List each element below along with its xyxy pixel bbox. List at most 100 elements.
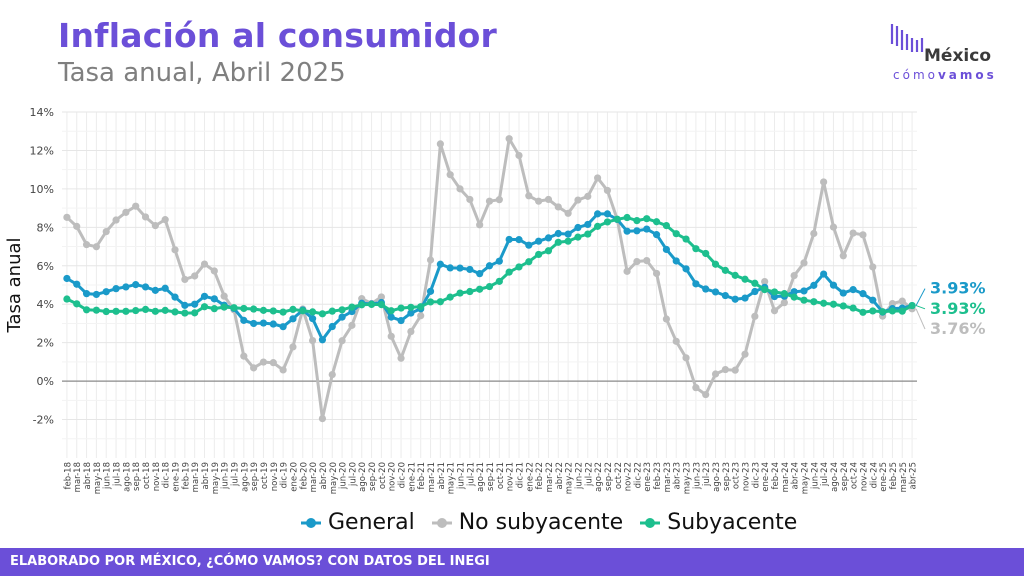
bars-logo-icon <box>890 24 924 52</box>
y-tick-label: -2% <box>33 414 54 427</box>
data-point-subyacente <box>141 305 150 314</box>
data-point-no-subyacente <box>328 370 336 379</box>
data-point-no-subyacente <box>761 277 769 286</box>
x-tick-label: sep-24 <box>840 462 850 491</box>
data-point-no-subyacente <box>711 370 720 378</box>
data-point-general <box>495 257 503 265</box>
data-point-general <box>289 315 297 323</box>
x-tick-label: abr-20 <box>319 462 329 489</box>
x-tick-label: abr-18 <box>83 462 93 489</box>
data-point-no-subyacente <box>829 223 838 231</box>
data-point-subyacente <box>387 307 395 315</box>
x-tick-label: nov-23 <box>742 462 752 491</box>
data-point-no-subyacente <box>269 359 277 367</box>
data-point-general <box>151 286 159 294</box>
x-tick-label: nov-21 <box>506 462 516 491</box>
data-point-no-subyacente <box>652 269 661 278</box>
x-tick-label: mar-25 <box>899 462 909 492</box>
data-point-subyacente <box>250 305 258 313</box>
data-point-subyacente <box>220 303 228 311</box>
data-point-general <box>407 309 415 317</box>
x-tick-label: nov-20 <box>388 462 398 491</box>
data-point-general <box>682 265 690 273</box>
x-tick-label: nov-22 <box>624 462 634 491</box>
data-point-no-subyacente <box>643 256 651 265</box>
data-point-subyacente <box>613 215 621 223</box>
x-tick-label: may-22 <box>565 462 575 494</box>
x-tick-label: dic-20 <box>398 462 408 488</box>
data-point-subyacente <box>711 260 720 268</box>
data-point-no-subyacente <box>407 327 415 336</box>
data-point-no-subyacente <box>210 267 218 275</box>
data-point-subyacente <box>191 309 199 317</box>
data-point-general <box>790 288 798 296</box>
data-point-general <box>132 281 140 289</box>
x-tick-label: jun-19 <box>221 462 231 490</box>
data-point-no-subyacente <box>63 213 71 221</box>
data-point-subyacente <box>770 288 779 296</box>
end-label-general: 3.93% <box>930 279 986 298</box>
data-point-subyacente <box>869 307 877 315</box>
x-tick-label: mar-24 <box>781 462 791 492</box>
x-tick-label: sep-21 <box>486 462 496 491</box>
data-point-no-subyacente <box>397 354 405 362</box>
x-tick-label: dic-21 <box>515 462 525 488</box>
data-point-general <box>849 286 857 294</box>
data-point-subyacente <box>367 300 376 309</box>
data-point-subyacente <box>112 307 120 315</box>
data-point-subyacente <box>63 295 71 303</box>
data-point-subyacente <box>230 304 238 312</box>
data-point-general <box>387 313 395 321</box>
data-point-subyacente <box>731 271 739 279</box>
data-point-no-subyacente <box>309 336 317 345</box>
data-point-no-subyacente <box>171 246 179 254</box>
data-point-subyacente <box>839 302 847 310</box>
x-tick-label: oct-20 <box>378 462 388 489</box>
data-point-general <box>692 280 700 288</box>
data-point-no-subyacente <box>535 197 543 205</box>
data-point-no-subyacente <box>132 202 140 210</box>
data-point-subyacente <box>456 289 464 297</box>
data-point-no-subyacente <box>633 257 641 266</box>
x-tick-label: ene-22 <box>525 462 535 492</box>
data-point-subyacente <box>151 307 159 315</box>
x-tick-label: mar-19 <box>191 462 201 492</box>
data-point-subyacente <box>171 308 179 316</box>
data-point-no-subyacente <box>279 366 287 374</box>
data-point-no-subyacente <box>741 350 749 358</box>
y-tick-label: 10% <box>30 183 54 196</box>
data-point-subyacente <box>269 307 277 315</box>
data-point-subyacente <box>515 263 523 271</box>
x-tick-label: abr-23 <box>673 462 683 489</box>
data-point-no-subyacente <box>692 384 700 392</box>
data-point-subyacente <box>898 307 906 315</box>
data-point-no-subyacente <box>200 260 209 268</box>
data-point-general <box>711 288 720 296</box>
data-point-no-subyacente <box>594 174 602 182</box>
x-tick-label: abr-22 <box>555 462 565 489</box>
legend-label-general: General <box>328 510 415 535</box>
data-point-general <box>181 301 189 309</box>
data-point-general <box>643 225 651 233</box>
data-point-general <box>702 285 710 293</box>
x-tick-label: abr-21 <box>437 462 447 489</box>
data-point-subyacente <box>780 290 788 298</box>
end-label-leader-general <box>915 288 926 306</box>
data-point-no-subyacente <box>869 263 877 271</box>
legend-marker-no-subyacente <box>431 517 452 528</box>
data-point-general <box>662 245 670 254</box>
data-point-no-subyacente <box>259 358 268 366</box>
data-point-general <box>73 280 81 288</box>
data-point-no-subyacente <box>525 192 533 200</box>
data-point-general <box>544 234 553 242</box>
data-point-subyacente <box>161 306 169 314</box>
data-point-no-subyacente <box>770 307 779 315</box>
x-tick-label: may-23 <box>683 462 693 494</box>
data-point-no-subyacente <box>751 312 759 320</box>
data-point-general <box>338 313 346 321</box>
data-point-subyacente <box>122 307 130 315</box>
x-tick-label: ago-24 <box>830 462 840 492</box>
data-point-subyacente <box>92 306 100 314</box>
data-point-general <box>171 293 179 301</box>
y-tick-label: 12% <box>30 144 54 157</box>
